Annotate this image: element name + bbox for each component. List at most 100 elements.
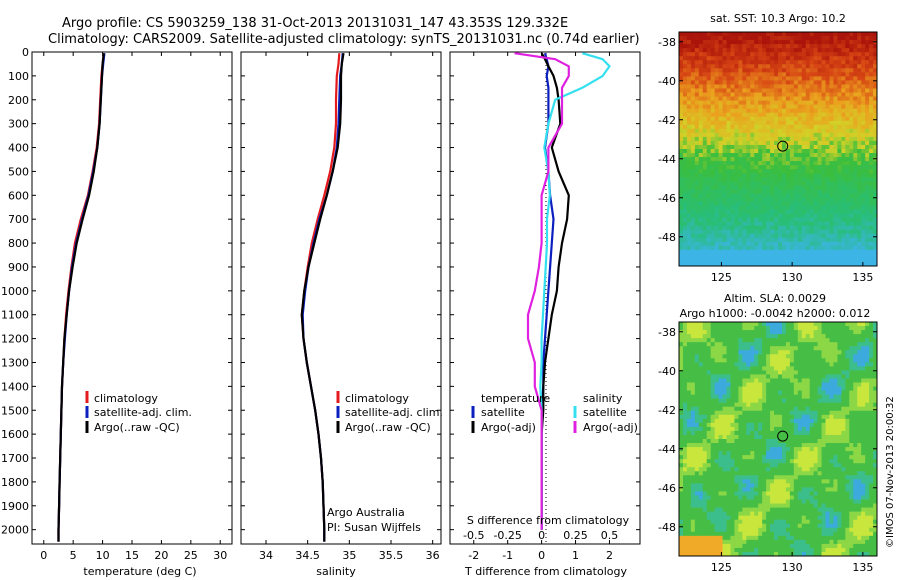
map-cell xyxy=(841,153,846,158)
map-cell xyxy=(809,237,815,243)
map-cell xyxy=(742,96,747,101)
map-cell xyxy=(825,60,830,65)
map-cell xyxy=(679,338,684,343)
map-cell xyxy=(821,233,826,239)
map-cell xyxy=(861,350,866,355)
map-cell xyxy=(726,382,731,387)
map-cell xyxy=(730,193,735,198)
map-cell xyxy=(734,447,739,452)
map-cell xyxy=(694,261,700,267)
map-cell xyxy=(817,358,822,363)
map-cell xyxy=(785,418,791,424)
map-cell xyxy=(817,136,822,142)
map-cell xyxy=(805,64,811,69)
map-cell xyxy=(742,201,747,206)
map-cell xyxy=(738,72,743,77)
map-cell xyxy=(679,229,684,235)
map-cell xyxy=(845,52,850,57)
map-cell xyxy=(857,52,862,57)
difference-legend: temperature satellite Argo(-adj) salinit… xyxy=(471,392,638,434)
map-cell xyxy=(869,197,874,202)
map-cell xyxy=(758,84,763,89)
map-cell xyxy=(766,358,771,363)
map-cell xyxy=(837,149,842,154)
map-cell xyxy=(726,84,731,89)
map-cell xyxy=(865,386,870,391)
map-cell xyxy=(797,358,803,363)
sst-heatmap xyxy=(679,32,878,267)
map-cell xyxy=(722,455,727,460)
map-cell xyxy=(853,108,858,114)
map-cell xyxy=(746,370,751,375)
map-cell xyxy=(726,144,731,150)
map-cell xyxy=(738,173,743,178)
map-cell xyxy=(766,378,771,383)
map-cell xyxy=(837,338,842,343)
map-cell xyxy=(809,185,815,190)
map-cell xyxy=(730,342,735,347)
map-cell xyxy=(706,68,712,73)
map-cell xyxy=(778,346,783,351)
map-cell xyxy=(865,209,870,214)
map-cell xyxy=(774,189,779,194)
map-cell xyxy=(869,217,874,223)
map-cell xyxy=(754,76,759,81)
map-cell xyxy=(738,338,743,343)
map-cell xyxy=(869,44,874,49)
map-cell xyxy=(766,447,771,452)
map-cell xyxy=(722,374,727,379)
map-cell xyxy=(698,418,704,424)
map-cell xyxy=(833,193,838,198)
map-cell xyxy=(849,221,854,227)
map-cell xyxy=(861,197,866,202)
map-cell xyxy=(730,136,735,142)
map-cell xyxy=(793,88,799,93)
map-cell xyxy=(829,169,834,174)
map-cell xyxy=(770,451,775,456)
map-cell xyxy=(726,322,731,327)
map-cell xyxy=(821,165,826,170)
map-cell xyxy=(714,140,719,146)
map-cell xyxy=(861,233,866,239)
map-cell xyxy=(793,451,799,456)
map-cell xyxy=(809,394,815,400)
x-tick-label: 0 xyxy=(538,549,545,562)
map-cell xyxy=(781,237,787,243)
map-cell xyxy=(869,56,874,61)
map-cell xyxy=(781,426,787,432)
map-cell xyxy=(833,132,838,138)
map-cell xyxy=(762,426,767,432)
map-cell xyxy=(853,80,858,85)
map-cell xyxy=(789,181,795,186)
sst-map-axes: 125 130 135-38-40-42-44-46-48 xyxy=(658,36,877,284)
map-cell xyxy=(778,213,783,218)
map-cell xyxy=(706,80,712,85)
map-cell xyxy=(801,370,807,375)
map-cell xyxy=(861,161,866,166)
map-cell xyxy=(825,249,830,255)
map-cell xyxy=(841,136,846,142)
map-cell xyxy=(738,439,743,444)
map-cell xyxy=(793,124,799,130)
map-cell xyxy=(805,136,811,142)
map-cell xyxy=(754,237,759,243)
map-cell xyxy=(857,366,862,371)
map-cell xyxy=(726,366,731,371)
map-cell xyxy=(734,221,739,227)
map-cell xyxy=(722,197,727,202)
map-cell xyxy=(797,213,803,218)
map-cell xyxy=(857,205,862,210)
map-cell xyxy=(837,32,842,37)
map-cell xyxy=(758,451,763,456)
map-cell xyxy=(742,245,747,251)
map-cell xyxy=(837,209,842,214)
map-cell xyxy=(873,108,878,114)
map-cell xyxy=(726,451,731,456)
map-cell xyxy=(758,201,763,206)
map-cell xyxy=(754,136,759,142)
map-cell xyxy=(793,153,799,158)
map-cell xyxy=(718,217,723,223)
map-cell xyxy=(750,245,755,251)
map-cell xyxy=(710,64,716,69)
map-cell xyxy=(726,197,731,202)
